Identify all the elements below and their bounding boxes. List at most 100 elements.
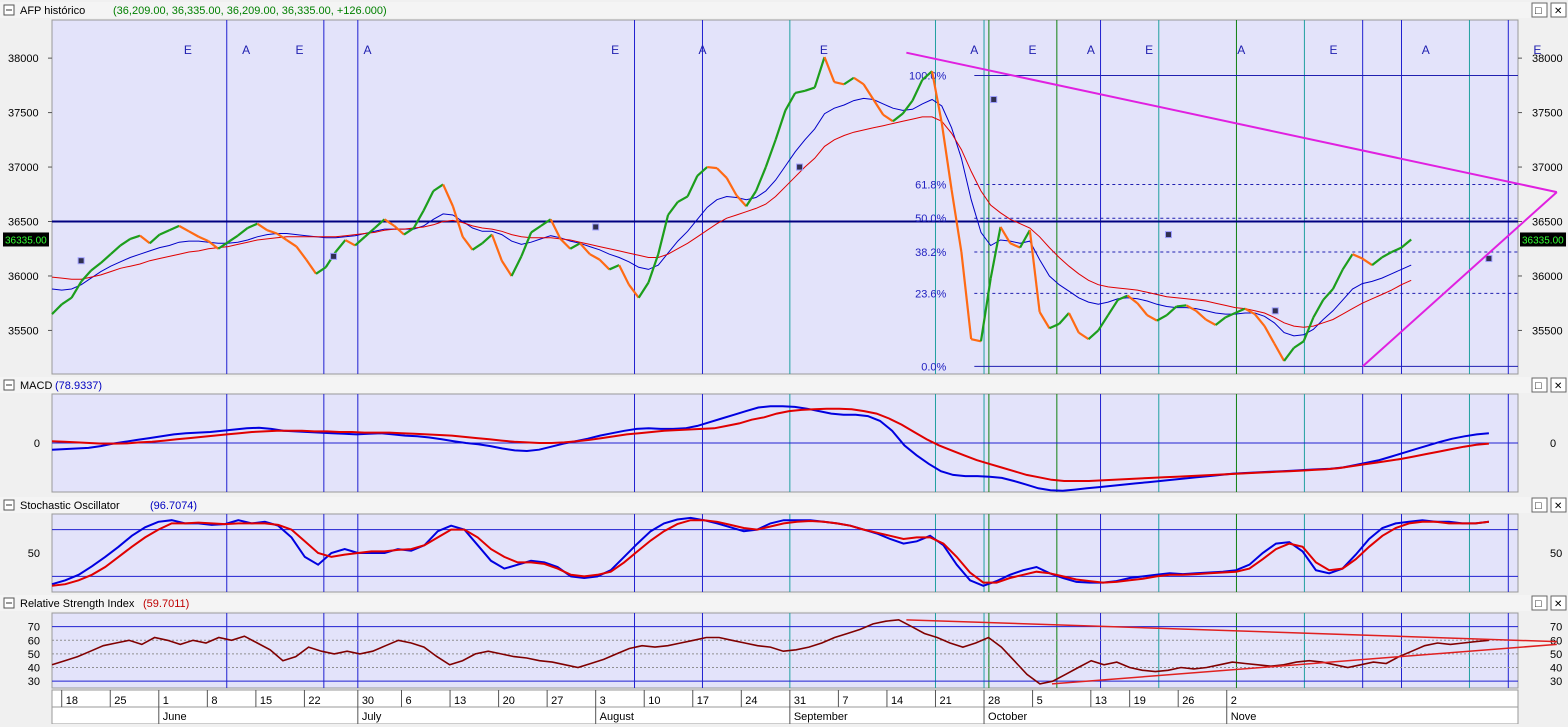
price-segment: [882, 113, 894, 123]
close-button[interactable]: [1550, 595, 1567, 611]
price-segment: [451, 205, 464, 238]
price-segment: [530, 224, 542, 234]
month-label: July: [362, 711, 382, 723]
y-tick-label: 70: [28, 622, 40, 634]
y-tick-label: 50: [28, 649, 40, 661]
price-segment: [1078, 331, 1090, 341]
wave-label: A: [1422, 43, 1430, 57]
price-segment: [422, 190, 435, 212]
y-tick-label-right: 30: [1550, 676, 1562, 688]
vertical-lines-4: [226, 613, 1509, 688]
wave-label: E: [611, 43, 619, 57]
price-segment: [80, 269, 92, 283]
close-button[interactable]: [1550, 497, 1567, 513]
close-icon: ✕: [1554, 6, 1562, 17]
price-segment: [188, 230, 200, 238]
restore-button[interactable]: [1531, 377, 1548, 393]
price-segment: [344, 239, 356, 247]
x-axis: 18 25 1 8 15 22 30 6 13 20 27 3 10 17 24 31 7 14 21 28 5 13 19…: [51, 689, 1519, 725]
wave-label: A: [242, 43, 250, 57]
price-segment: [1166, 305, 1178, 317]
price-segment: [364, 227, 376, 238]
price-segment: [471, 242, 483, 251]
restore-button[interactable]: [1531, 2, 1548, 18]
panel-4: □ ✕ Relative Strength Index (59.7011): [0, 595, 1568, 689]
price-segment: [637, 281, 650, 299]
price-segment: [1352, 253, 1363, 260]
panel-title-values: (96.7074): [150, 500, 197, 512]
month-label: June: [163, 711, 187, 723]
price-segment: [1381, 251, 1393, 259]
price-segment: [774, 110, 787, 141]
price-segment: [872, 98, 885, 116]
month-label: October: [988, 711, 1027, 723]
close-icon: ✕: [1554, 599, 1562, 610]
price-segment: [755, 166, 767, 192]
price-segment: [667, 201, 679, 216]
y-tick-label-right: 0: [1550, 438, 1556, 450]
day-label: 31: [794, 695, 806, 707]
price-segment: [540, 218, 552, 227]
price-segment: [198, 235, 209, 243]
day-label: 18: [66, 695, 78, 707]
price-segment: [735, 194, 748, 207]
price-segment: [1224, 311, 1236, 319]
price-segment: [1263, 325, 1276, 345]
restore-button[interactable]: [1531, 595, 1548, 611]
price-segment: [707, 165, 718, 170]
price-segment: [1176, 304, 1187, 308]
price-segment: [960, 251, 973, 340]
last-price-label: 36335.00: [5, 235, 47, 246]
y-tick-label: 37500: [8, 108, 39, 120]
day-label: 21: [939, 695, 951, 707]
panel-title-values: (78.9337): [55, 380, 102, 392]
series-%K: [51, 516, 1490, 587]
wave-label: E: [1330, 43, 1338, 57]
y-tick-label-right: 50: [1550, 548, 1562, 560]
price-segment: [1009, 242, 1021, 249]
price-segment: [217, 241, 229, 250]
y-tick-label: 38000: [8, 53, 39, 65]
wave-label: E: [1145, 43, 1153, 57]
price-segment: [559, 238, 572, 250]
price-segment: [901, 99, 914, 115]
restore-button[interactable]: [1531, 497, 1548, 513]
y-tick-label: 35500: [8, 325, 39, 337]
price-segment: [1293, 340, 1305, 349]
price-segment: [911, 79, 924, 102]
price-segment: [1371, 256, 1383, 266]
price-segment: [432, 183, 444, 192]
restore-icon: □: [1535, 5, 1542, 17]
y-tick-label: 36000: [8, 271, 39, 283]
indicator-panel-2: 50 50: [28, 516, 1562, 587]
price-segment: [1312, 299, 1325, 318]
price-segment: [207, 240, 219, 250]
fib-level-label: 0.0%: [921, 361, 946, 373]
day-label: 25: [114, 695, 126, 707]
price-segment: [784, 92, 797, 111]
close-icon: ✕: [1554, 381, 1562, 392]
price-segment: [100, 253, 112, 264]
plot-area: [51, 513, 1519, 593]
panel-title: MACD: [20, 380, 52, 392]
close-button[interactable]: [1550, 2, 1567, 18]
signal-marker: [990, 96, 998, 104]
price-segment: [794, 89, 806, 95]
month-label: September: [794, 711, 848, 723]
y-tick-label-right: 37500: [1532, 108, 1563, 120]
price-segment: [178, 224, 190, 233]
price-segment: [1126, 294, 1139, 305]
price-segment: [149, 233, 161, 245]
day-label: 10: [648, 695, 660, 707]
price-segment: [383, 218, 395, 227]
price-segment: [1136, 302, 1149, 316]
fib-level-label: 23.6%: [915, 288, 946, 300]
y-tick-label: 30: [28, 676, 40, 688]
price-segment: [1097, 314, 1109, 332]
y-tick-label-right: 35500: [1532, 325, 1563, 337]
restore-icon: □: [1535, 380, 1542, 392]
price-segment: [1087, 329, 1100, 340]
price-segment: [61, 296, 73, 306]
close-button[interactable]: [1550, 377, 1567, 393]
